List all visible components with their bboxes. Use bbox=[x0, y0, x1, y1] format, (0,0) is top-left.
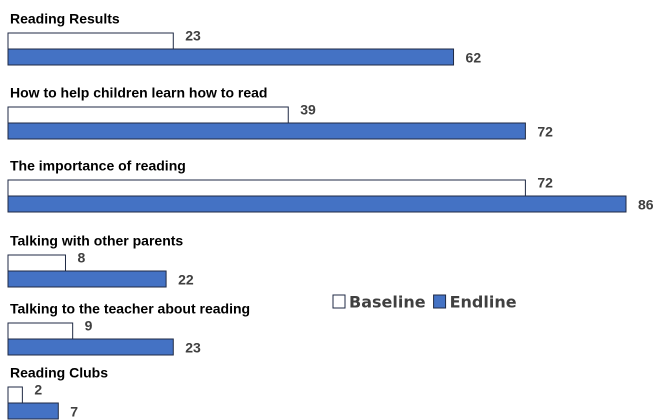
value-label: 39 bbox=[300, 102, 316, 118]
value-label: 62 bbox=[466, 50, 482, 66]
bar bbox=[7, 322, 74, 340]
bar bbox=[7, 32, 174, 50]
bar bbox=[7, 179, 526, 197]
value-label: 7 bbox=[70, 404, 78, 420]
bar bbox=[7, 106, 289, 124]
value-label: 86 bbox=[638, 197, 654, 213]
category-label: Talking with other parents bbox=[10, 233, 183, 249]
bar bbox=[7, 338, 174, 356]
value-label: 72 bbox=[537, 124, 553, 140]
category-label: Talking to the teacher about reading bbox=[10, 301, 250, 317]
legend-label: Baseline bbox=[349, 293, 426, 312]
bar bbox=[7, 122, 526, 140]
bar bbox=[7, 270, 167, 288]
category-label: Reading Results bbox=[10, 11, 120, 27]
value-label: 2 bbox=[34, 382, 42, 398]
value-label: 8 bbox=[77, 250, 85, 266]
category-label: How to help children learn how to read bbox=[10, 85, 267, 101]
value-label: 23 bbox=[185, 28, 201, 44]
value-label: 23 bbox=[185, 340, 201, 356]
value-label: 22 bbox=[178, 272, 194, 288]
bar bbox=[7, 386, 23, 404]
legend-swatch bbox=[433, 294, 447, 309]
category-label: The importance of reading bbox=[10, 158, 186, 174]
bar bbox=[7, 254, 66, 272]
value-label: 72 bbox=[537, 175, 553, 191]
category-label: Reading Clubs bbox=[10, 365, 108, 381]
legend-label: Endline bbox=[450, 293, 517, 312]
legend-swatch bbox=[332, 294, 346, 309]
value-label: 9 bbox=[85, 318, 93, 334]
bar bbox=[7, 48, 455, 66]
bar bbox=[7, 402, 59, 420]
bar bbox=[7, 195, 627, 213]
